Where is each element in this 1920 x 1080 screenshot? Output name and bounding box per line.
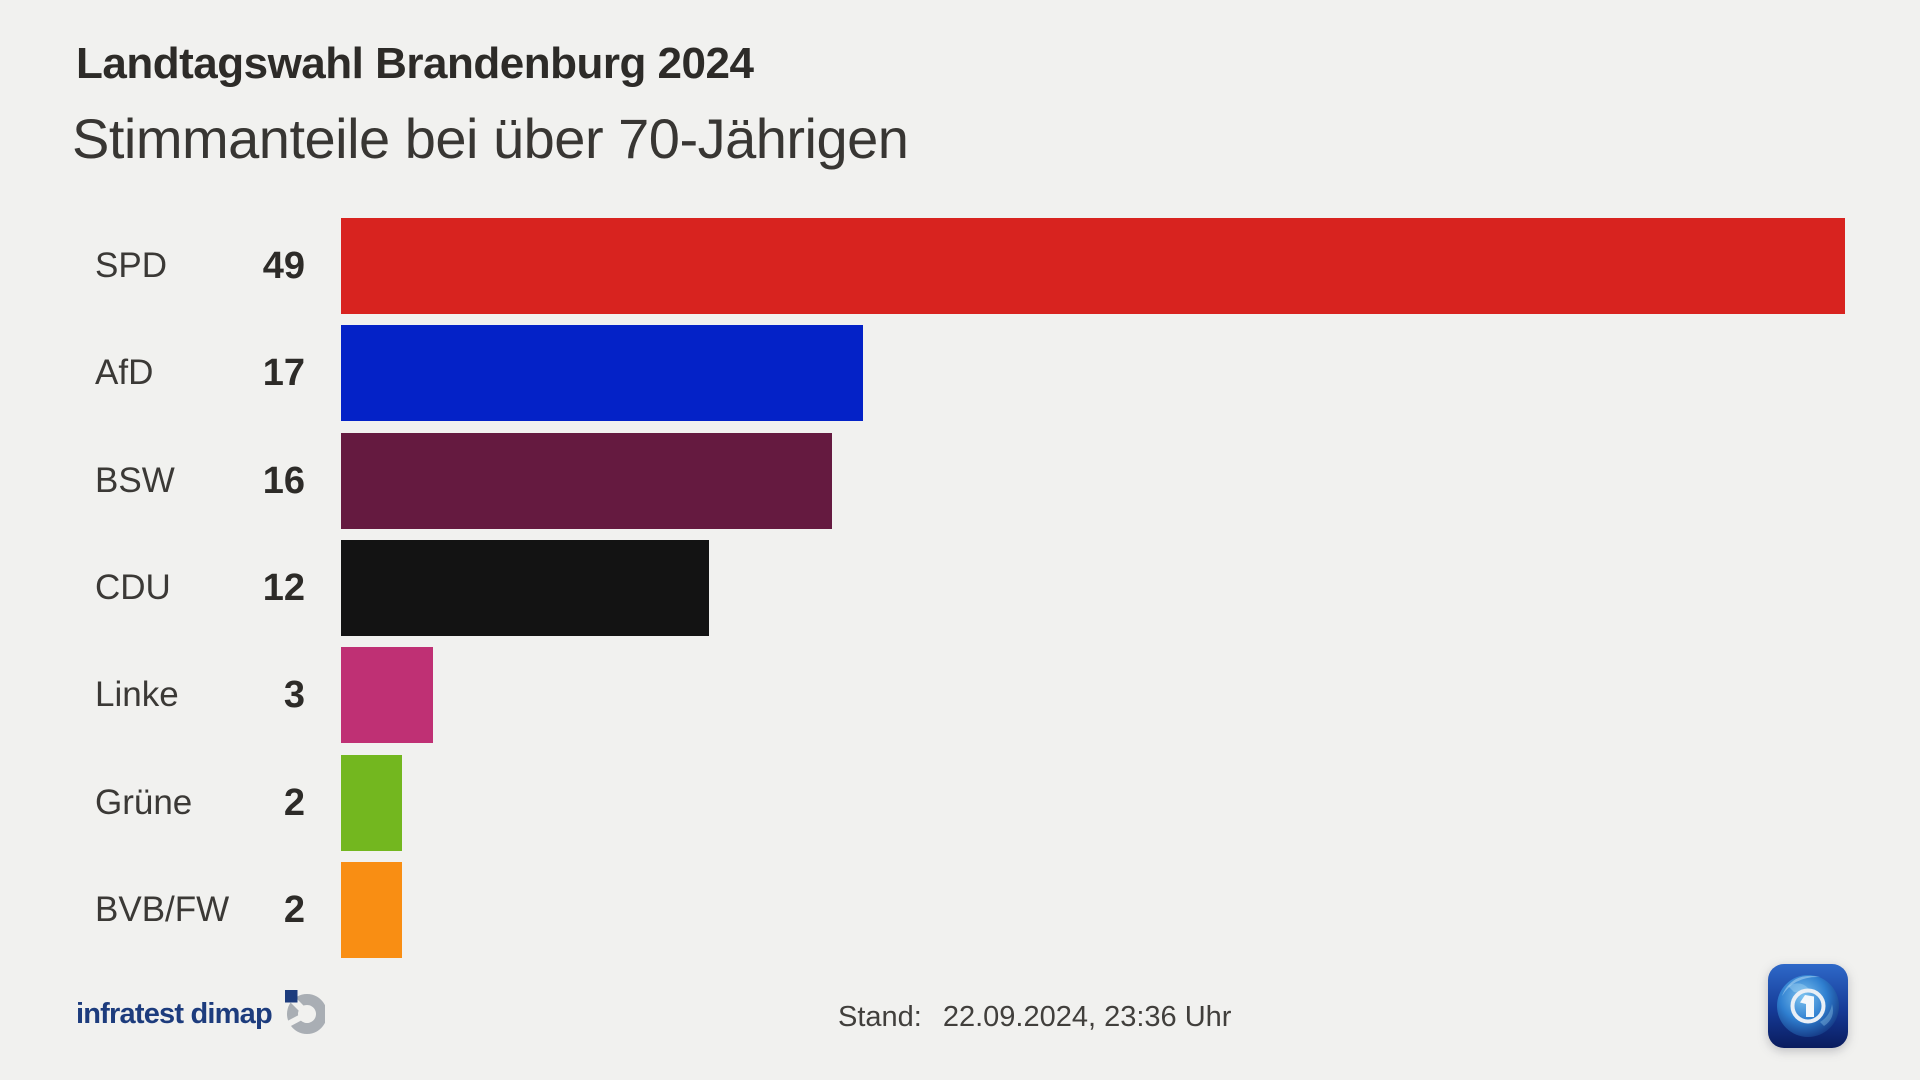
chart-row: AfD 17 [0,325,1920,421]
party-value: 12 [262,566,305,609]
page-subtitle: Stimmanteile bei über 70-Jährigen [72,107,909,170]
party-bar [341,755,402,851]
party-value: 3 [283,673,305,716]
party-value: 2 [283,888,305,931]
timestamp: Stand: 22.09.2024, 23:36 Uhr [838,1001,1231,1034]
party-bar [341,433,832,529]
chart-row: SPD 49 [0,218,1920,314]
chart-row: CDU 12 [0,540,1920,636]
page-title: Landtagswahl Brandenburg 2024 [76,39,754,88]
party-bar [341,218,1845,314]
party-label: Linke [95,675,179,714]
infratest-dimap-logo-icon [281,989,327,1040]
party-label: AfD [95,353,154,392]
party-label: Grüne [95,783,193,822]
infratest-dimap-wordmark: infratest dimap [76,997,273,1030]
party-value: 17 [262,351,305,394]
chart-row: Grüne 2 [0,755,1920,851]
chart-row: Linke 3 [0,647,1920,743]
party-value: 16 [262,459,305,502]
party-bar [341,325,863,421]
stand-label: Stand: [838,1001,922,1033]
source-attribution: infratest dimap [76,989,327,1040]
ard-tagesschau-logo-icon [1768,964,1848,1048]
party-label: CDU [95,568,171,607]
party-value: 2 [283,781,305,824]
chart-row: BVB/FW 2 [0,862,1920,958]
party-bar [341,862,402,958]
party-label: BVB/FW [95,890,230,929]
bar-chart: SPD 49 AfD 17 BSW 16 CDU 12 Linke 3 Grüne 2 BVB/FW 2 [0,218,1920,958]
party-bar [341,647,433,743]
party-value: 49 [262,244,305,287]
party-label: SPD [95,246,167,285]
party-bar [341,540,709,636]
chart-row: BSW 16 [0,433,1920,529]
party-label: BSW [95,461,175,500]
stand-value: 22.09.2024, 23:36 Uhr [942,1001,1232,1033]
